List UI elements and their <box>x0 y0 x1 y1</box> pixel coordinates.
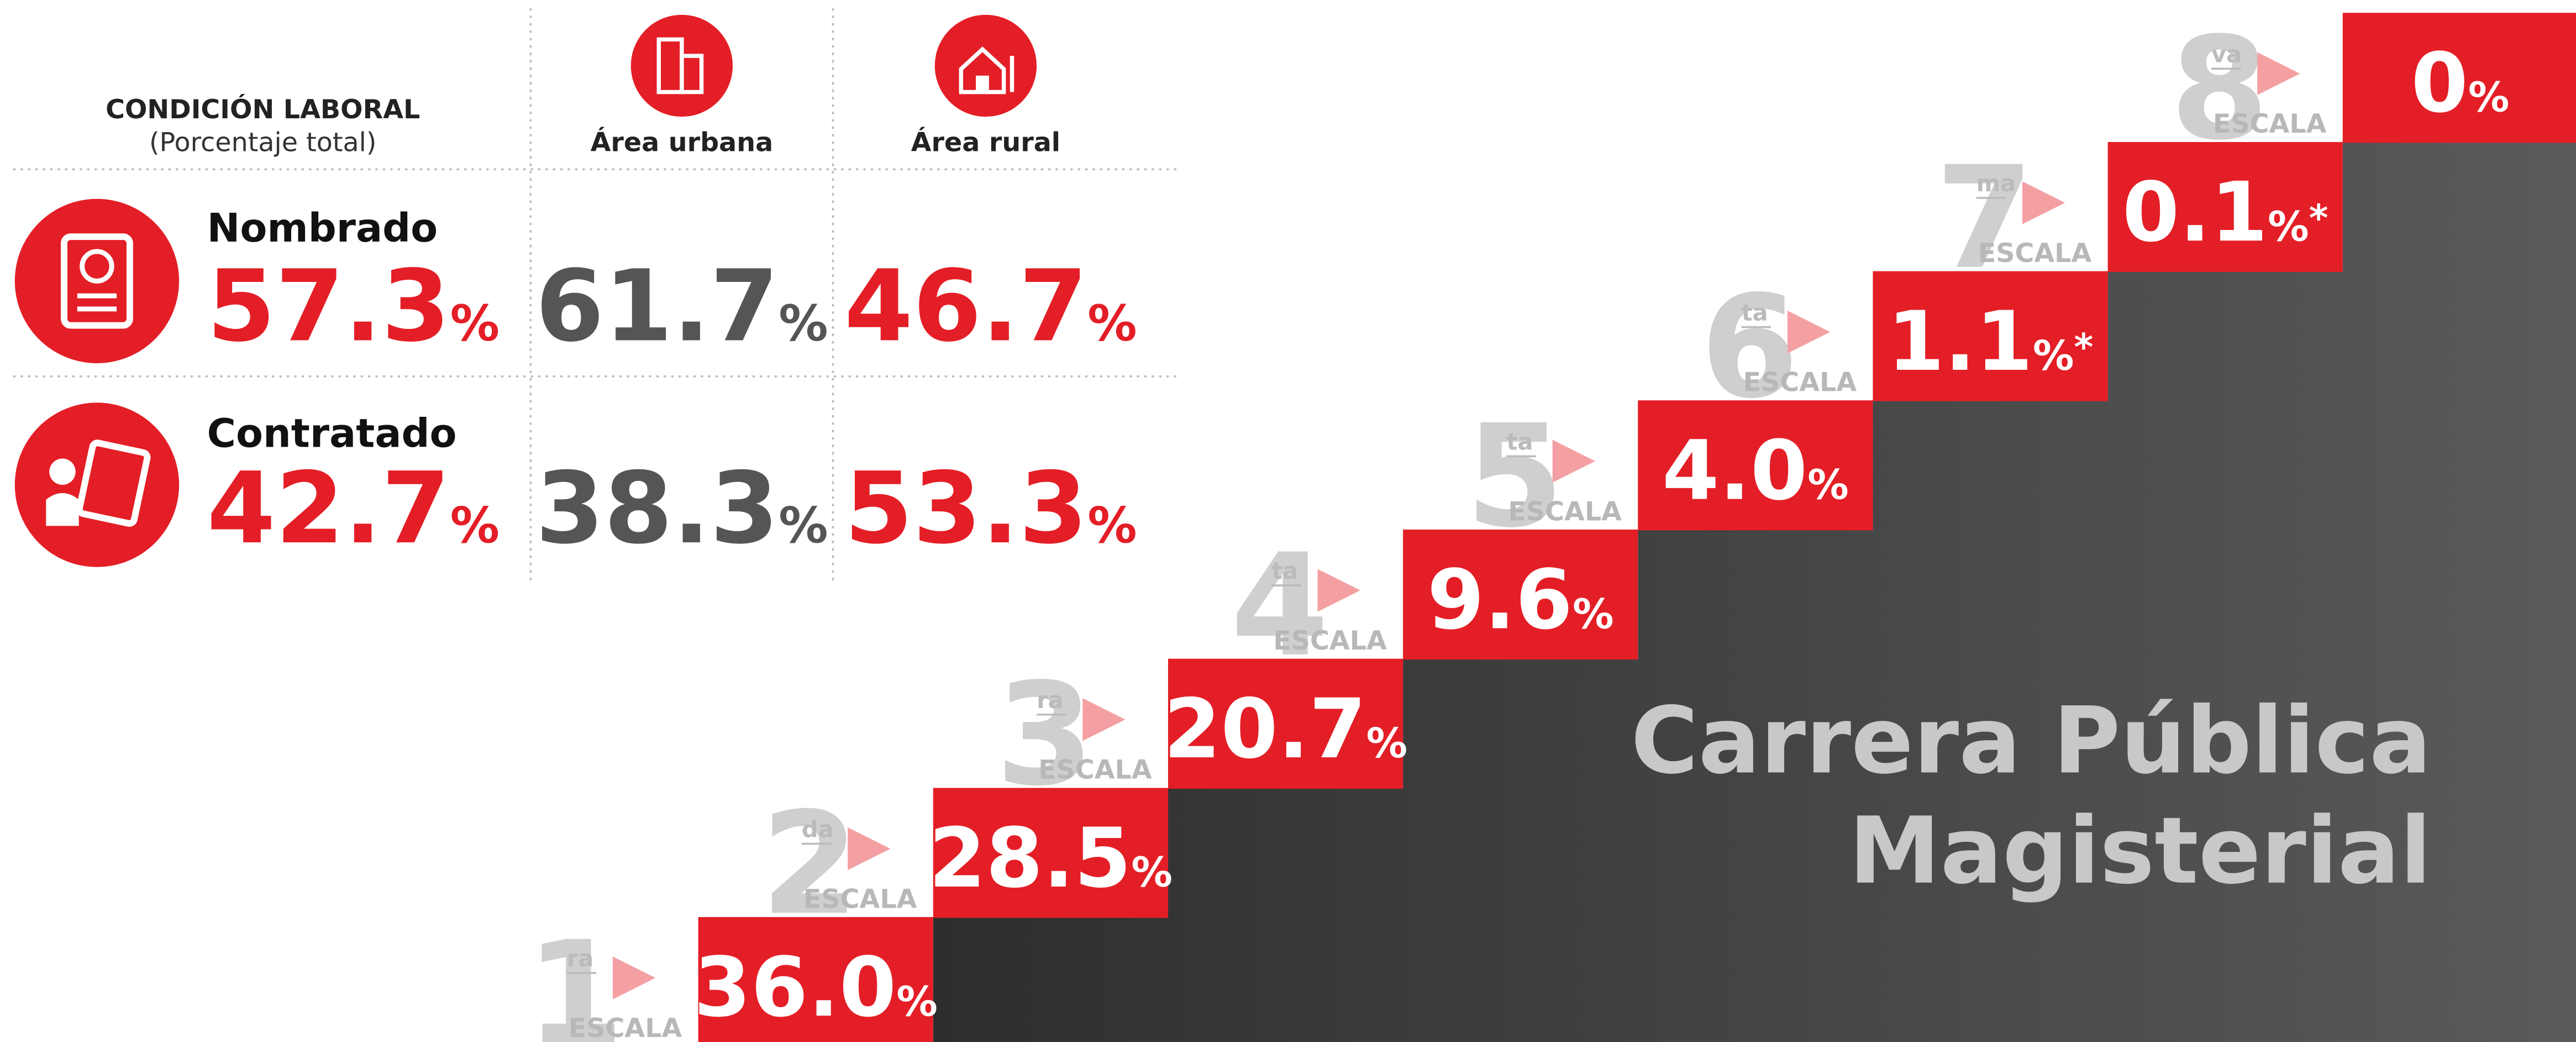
urban-icon <box>630 14 733 117</box>
rural-icon <box>934 14 1037 117</box>
step-number: 1 <box>526 912 624 1042</box>
percentage: 9.6% <box>1427 552 1614 648</box>
unit: % <box>2033 332 2074 380</box>
header-subtitle: (Porcentaje total) <box>149 128 376 158</box>
percentage: 42.7% <box>207 451 500 566</box>
unit: % <box>2268 202 2309 250</box>
value: 9.6 <box>1427 552 1573 648</box>
step-number: 3 <box>996 653 1094 818</box>
arrow <box>1552 439 1595 483</box>
step <box>698 917 933 1042</box>
value: 28.5 <box>929 811 1132 907</box>
value: 42.7 <box>207 451 450 566</box>
stairs-title: Carrera Pública <box>1631 687 2431 794</box>
unit: % <box>450 497 500 554</box>
note: * <box>2309 196 2328 239</box>
step-number: 6 <box>1701 266 1799 430</box>
column-header: Área urbana <box>591 127 774 158</box>
row-label: Nombrado <box>207 205 438 251</box>
step-suffix: ta <box>1742 299 1768 326</box>
unit: % <box>1087 497 1137 554</box>
value: 36.0 <box>694 940 897 1035</box>
contracted-icon <box>14 402 180 567</box>
arrow <box>848 827 891 871</box>
value: 0.1 <box>2122 165 2268 260</box>
step <box>1403 529 1638 660</box>
unit: % <box>1087 295 1137 352</box>
percentage: 61.7% <box>535 249 828 364</box>
step-suffix: ma <box>1976 170 2016 197</box>
step-number: 4 <box>1231 524 1329 688</box>
unit: % <box>450 295 500 352</box>
step <box>933 788 1168 918</box>
value: 0 <box>2411 36 2468 132</box>
unit: % <box>779 295 828 352</box>
arrow <box>2257 52 2300 95</box>
step-word: ESCALA <box>569 1013 682 1042</box>
step-suffix: da <box>802 816 834 843</box>
step-suffix: ta <box>1506 428 1533 455</box>
value: 53.3 <box>844 451 1087 566</box>
value: 4.0 <box>1662 423 1807 519</box>
step-number: 7 <box>1936 137 2034 301</box>
step <box>2107 142 2343 273</box>
step-word: ESCALA <box>803 884 917 914</box>
unit: % <box>896 977 937 1025</box>
step-number: 2 <box>761 782 859 946</box>
value: 57.3 <box>207 249 450 364</box>
header-title: CONDICIÓN LABORAL <box>106 93 420 125</box>
percentage: 57.3% <box>207 249 500 364</box>
unit: % <box>779 497 828 554</box>
unit: % <box>1132 849 1173 897</box>
step-suffix: ra <box>567 945 594 972</box>
step-number: 8 <box>2170 7 2269 171</box>
step-suffix: ta <box>1271 557 1298 584</box>
arrow <box>1317 569 1360 612</box>
step-word: ESCALA <box>1038 755 1152 786</box>
value: 61.7 <box>535 249 779 364</box>
step-suffix: va <box>2211 40 2242 67</box>
stair-background <box>933 142 2576 1042</box>
arrow <box>1787 310 1831 354</box>
percentage: 53.3% <box>844 451 1137 566</box>
percentage: 0% <box>2411 36 2509 132</box>
step <box>2342 13 2576 143</box>
percentage: 28.5% <box>929 811 1173 907</box>
step-word: ESCALA <box>1508 496 1622 527</box>
unit: % <box>1366 719 1407 767</box>
step-word: ESCALA <box>1743 368 1857 398</box>
unit: % <box>1573 590 1613 638</box>
step-suffix: ra <box>1037 687 1064 714</box>
percentage: 36.0% <box>694 940 938 1035</box>
unit: % <box>1807 461 1848 509</box>
step <box>1873 271 2108 401</box>
step-number: 5 <box>1465 395 1564 559</box>
percentage: 4.0% <box>1662 423 1849 519</box>
arrow <box>613 956 656 999</box>
percentage: 20.7% <box>1164 682 1407 777</box>
percentage: 38.3% <box>535 451 828 566</box>
value: 1.1 <box>1888 294 2033 390</box>
step-word: ESCALA <box>1273 626 1387 656</box>
percentage: 0.1%* <box>2122 165 2328 260</box>
step-word: ESCALA <box>2213 109 2327 139</box>
value: 38.3 <box>535 451 779 566</box>
arrow <box>1082 698 1126 741</box>
stairs-title: Magisterial <box>1849 798 2431 905</box>
row-label: Contratado <box>207 411 457 457</box>
value: 46.7 <box>844 249 1087 364</box>
percentage: 1.1%* <box>1888 294 2094 390</box>
arrow <box>2022 181 2065 224</box>
step <box>1638 400 1873 531</box>
step <box>1168 658 1403 789</box>
percentage: 46.7% <box>844 249 1137 364</box>
appointed-icon <box>14 198 180 364</box>
column-header: Área rural <box>911 127 1060 158</box>
unit: % <box>2468 74 2509 122</box>
value: 20.7 <box>1164 682 1366 777</box>
note: * <box>2074 326 2093 369</box>
step-word: ESCALA <box>1978 238 2092 269</box>
